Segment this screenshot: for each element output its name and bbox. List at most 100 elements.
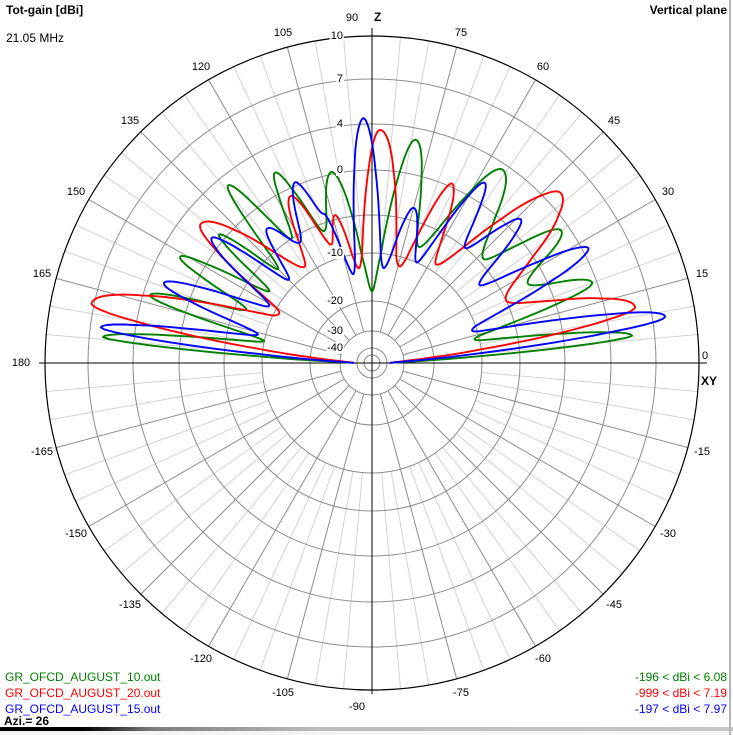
angle-tick-105: 105: [273, 27, 293, 39]
minor-spoke: [418, 66, 511, 264]
minor-spoke: [75, 224, 273, 317]
angle-tick-15: 15: [695, 268, 709, 280]
minor-spoke: [442, 446, 583, 614]
major-spoke: [88, 199, 345, 348]
angle-tick--15: -15: [694, 446, 710, 458]
angle-tick-30: 30: [661, 186, 675, 198]
major-spoke: [394, 385, 604, 595]
pattern-curve-GR_OFCD_AUGUST_15.out: [99, 117, 667, 364]
minor-spoke: [64, 400, 269, 476]
minor-spoke: [455, 152, 623, 293]
major-spoke: [140, 131, 350, 341]
major-spoke: [402, 277, 688, 356]
minor-spoke: [121, 433, 289, 574]
pattern-curve-GR_OFCD_AUGUST_10.out: [102, 138, 634, 364]
minor-spoke: [49, 305, 264, 345]
window-right-edge: [729, 0, 731, 735]
minor-spoke: [409, 466, 485, 671]
gain-range-red: -999 < dBi < 7.19: [634, 686, 727, 700]
horizon-axis-tag: XY: [701, 374, 718, 388]
major-spoke: [379, 393, 458, 679]
minor-spoke: [442, 112, 583, 280]
legend-item-red: GR_OFCD_AUGUST_20.out: [5, 686, 160, 700]
minor-spoke: [233, 66, 326, 264]
angle-tick-60: 60: [536, 61, 550, 73]
major-spoke: [88, 378, 345, 527]
minor-spoke: [103, 175, 283, 301]
radial-tick--10: -10: [326, 247, 344, 259]
minor-spoke: [434, 452, 560, 632]
major-spoke: [394, 131, 604, 341]
angle-tick-165: 165: [32, 268, 52, 280]
minor-spoke: [103, 425, 283, 551]
major-spoke: [379, 47, 458, 333]
angle-tick-135: 135: [120, 115, 140, 127]
minor-spoke: [314, 471, 354, 686]
legend-file-name: GR_OFCD_AUGUST_10.out: [5, 670, 161, 684]
legend-item-blue: GR_OFCD_AUGUST_15.out: [5, 702, 160, 716]
major-spoke: [402, 370, 688, 449]
minor-spoke: [343, 37, 363, 254]
radial-tick-10: 10: [329, 30, 344, 42]
minor-spoke: [418, 462, 511, 660]
legend-file-name: GR_OFCD_AUGUST_15.out: [5, 702, 161, 716]
radial-tick--40: -40: [326, 342, 344, 354]
minor-spoke: [475, 250, 680, 326]
plane-title: Vertical plane: [649, 3, 727, 17]
minor-spoke: [46, 372, 263, 392]
major-spoke: [399, 199, 656, 348]
minor-spoke: [75, 409, 273, 502]
minor-spoke: [471, 224, 669, 317]
outer-circle: [44, 35, 700, 691]
minor-spoke: [381, 472, 401, 689]
minor-spoke: [259, 55, 335, 260]
minor-spoke: [343, 472, 363, 689]
minor-spoke: [461, 425, 641, 551]
angle-tick--90: -90: [349, 701, 365, 713]
azimuth-readout: Azi.= 26: [4, 714, 50, 728]
plot-quantity-title: Tot-gain [dBi]: [6, 3, 84, 17]
legend-item-green: GR_OFCD_AUGUST_10.out: [5, 670, 160, 684]
window-bottom-edge: [0, 727, 733, 731]
minor-spoke: [480, 381, 695, 421]
minor-spoke: [434, 94, 560, 274]
legend-file-name: GR_OFCD_AUGUST_20.out: [5, 686, 161, 700]
minor-spoke: [161, 446, 302, 614]
angle-tick-90: 90: [345, 12, 359, 24]
major-spoke: [286, 393, 365, 679]
gain-range-blue: -197 < dBi < 7.97: [634, 702, 727, 716]
angle-tick-0: 0: [701, 350, 709, 362]
minor-spoke: [461, 175, 641, 301]
radial-tick--30: -30: [326, 325, 344, 337]
angle-tick-45: 45: [607, 115, 621, 127]
angle-tick--30: -30: [660, 528, 676, 540]
minor-spoke: [259, 466, 335, 671]
minor-spoke: [475, 400, 680, 476]
angle-tick-150: 150: [66, 186, 86, 198]
angle-tick--105: -105: [271, 687, 295, 699]
radial-tick-4: 4: [335, 118, 344, 130]
angle-tick-75: 75: [454, 27, 468, 39]
angle-tick-120: 120: [191, 61, 211, 73]
angle-tick--165: -165: [30, 446, 54, 458]
angle-tick--75: -75: [453, 687, 469, 699]
minor-spoke: [471, 409, 669, 502]
frequency-label: 21.05 MHz: [6, 31, 65, 45]
window-bottom-strip: [0, 731, 733, 735]
minor-spoke: [233, 462, 326, 660]
minor-spoke: [184, 94, 310, 274]
major-spoke: [387, 79, 536, 336]
angle-tick--45: -45: [606, 599, 622, 611]
angle-tick--60: -60: [535, 653, 551, 665]
major-spoke: [140, 385, 350, 595]
angle-tick--135: -135: [118, 599, 142, 611]
zenith-axis-tag: Z: [374, 10, 382, 24]
radial-tick-7: 7: [335, 73, 344, 85]
angle-tick--120: -120: [189, 653, 213, 665]
minor-spoke: [481, 372, 698, 392]
minor-spoke: [390, 40, 430, 255]
gain-range-green: -196 < dBi < 6.08: [634, 670, 727, 684]
radial-tick--20: -20: [326, 295, 344, 307]
minor-spoke: [49, 381, 264, 421]
